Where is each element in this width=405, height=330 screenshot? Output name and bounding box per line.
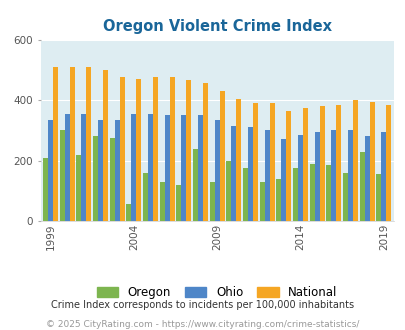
Bar — [202, 83, 207, 221]
Bar — [302, 108, 307, 221]
Bar — [335, 105, 341, 221]
Bar — [231, 126, 236, 221]
Bar — [326, 165, 330, 221]
Bar — [364, 136, 369, 221]
Bar — [103, 70, 108, 221]
Bar — [70, 67, 75, 221]
Bar — [243, 168, 247, 221]
Bar — [297, 135, 302, 221]
Bar — [386, 105, 390, 221]
Bar — [236, 99, 241, 221]
Bar — [43, 157, 48, 221]
Bar — [76, 154, 81, 221]
Bar — [93, 136, 98, 221]
Bar — [286, 111, 291, 221]
Bar — [359, 151, 364, 221]
Bar — [126, 205, 131, 221]
Text: Crime Index corresponds to incidents per 100,000 inhabitants: Crime Index corresponds to incidents per… — [51, 300, 354, 310]
Bar — [119, 78, 124, 221]
Bar — [136, 79, 141, 221]
Bar — [209, 182, 214, 221]
Bar — [181, 115, 186, 221]
Bar — [64, 114, 70, 221]
Bar — [53, 67, 58, 221]
Bar — [186, 81, 191, 221]
Bar — [214, 120, 219, 221]
Bar — [143, 173, 148, 221]
Bar — [319, 106, 324, 221]
Bar — [131, 114, 136, 221]
Bar — [281, 139, 286, 221]
Bar — [375, 174, 380, 221]
Bar — [219, 91, 224, 221]
Bar — [109, 138, 115, 221]
Bar — [198, 115, 202, 221]
Bar — [259, 182, 264, 221]
Bar — [193, 148, 198, 221]
Bar — [98, 120, 103, 221]
Bar — [347, 130, 352, 221]
Bar — [169, 78, 174, 221]
Bar — [252, 103, 257, 221]
Bar — [60, 130, 64, 221]
Bar — [247, 127, 252, 221]
Text: © 2025 CityRating.com - https://www.cityrating.com/crime-statistics/: © 2025 CityRating.com - https://www.city… — [46, 320, 359, 329]
Bar — [264, 130, 269, 221]
Bar — [352, 100, 357, 221]
Bar — [159, 182, 164, 221]
Legend: Oregon, Ohio, National: Oregon, Ohio, National — [92, 281, 341, 304]
Bar — [292, 168, 297, 221]
Bar — [48, 120, 53, 221]
Title: Oregon Violent Crime Index: Oregon Violent Crime Index — [102, 19, 331, 34]
Bar — [369, 102, 374, 221]
Bar — [164, 115, 169, 221]
Bar — [380, 132, 386, 221]
Bar — [226, 161, 231, 221]
Bar — [86, 67, 91, 221]
Bar — [314, 132, 319, 221]
Bar — [81, 114, 86, 221]
Bar — [148, 114, 153, 221]
Bar — [115, 120, 119, 221]
Bar — [153, 78, 158, 221]
Bar — [309, 164, 314, 221]
Bar — [269, 103, 274, 221]
Bar — [176, 185, 181, 221]
Bar — [276, 179, 281, 221]
Bar — [342, 173, 347, 221]
Bar — [330, 130, 335, 221]
